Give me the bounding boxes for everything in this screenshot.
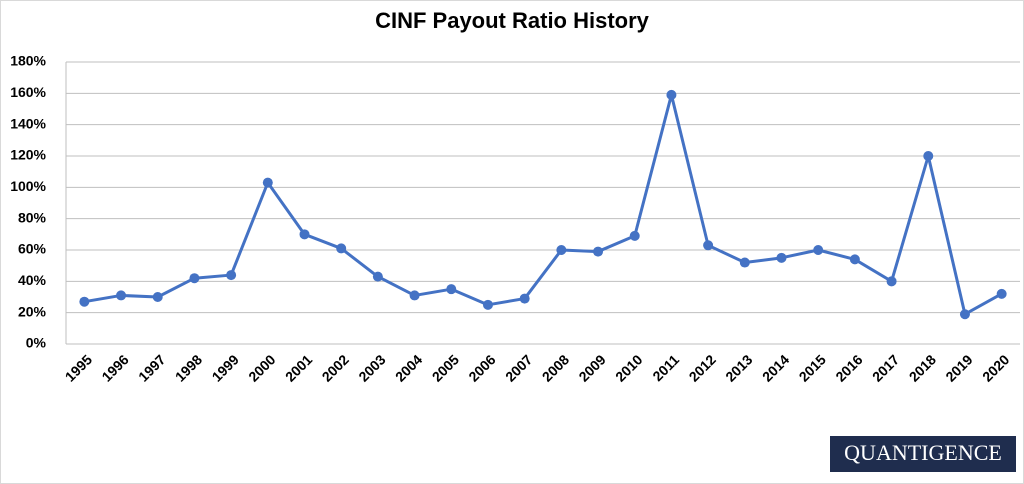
- y-tick-label: 60%: [18, 241, 47, 257]
- data-point: [849, 254, 860, 265]
- data-point: [666, 89, 677, 100]
- y-tick-label: 20%: [18, 303, 47, 319]
- data-point: [446, 284, 457, 295]
- data-point: [593, 246, 604, 257]
- y-tick-label: 0%: [26, 335, 47, 351]
- data-point: [372, 271, 383, 282]
- data-point: [189, 273, 200, 284]
- data-point: [519, 293, 530, 304]
- data-point: [482, 299, 493, 310]
- y-tick-label: 40%: [18, 272, 47, 288]
- logo-box: [830, 436, 1016, 472]
- logo: QUANTIGENCE: [844, 440, 1002, 465]
- data-point: [116, 290, 127, 301]
- y-tick-label: 120%: [10, 147, 46, 163]
- y-tick-label: 160%: [10, 84, 46, 100]
- data-point: [739, 257, 750, 268]
- data-point: [996, 288, 1007, 299]
- y-tick-label: 100%: [10, 178, 46, 194]
- data-point: [336, 243, 347, 254]
- data-point: [703, 240, 714, 251]
- data-point: [776, 252, 787, 263]
- data-point: [262, 177, 273, 188]
- data-point: [813, 245, 824, 255]
- data-point: [629, 230, 640, 241]
- series-line: [84, 93, 1003, 316]
- chart-title: CINF Payout Ratio History: [375, 8, 650, 33]
- data-point: [299, 229, 310, 240]
- y-tick-label: 180%: [10, 53, 46, 69]
- data-point: [226, 270, 237, 281]
- y-tick-label: 140%: [10, 115, 46, 131]
- data-point: [923, 151, 934, 161]
- y-tick-label: 80%: [18, 209, 47, 225]
- data-point: [79, 296, 90, 307]
- data-point: [886, 276, 897, 287]
- data-point: [409, 290, 420, 301]
- data-point: [556, 245, 567, 255]
- data-point: [959, 309, 970, 320]
- data-point: [152, 292, 163, 302]
